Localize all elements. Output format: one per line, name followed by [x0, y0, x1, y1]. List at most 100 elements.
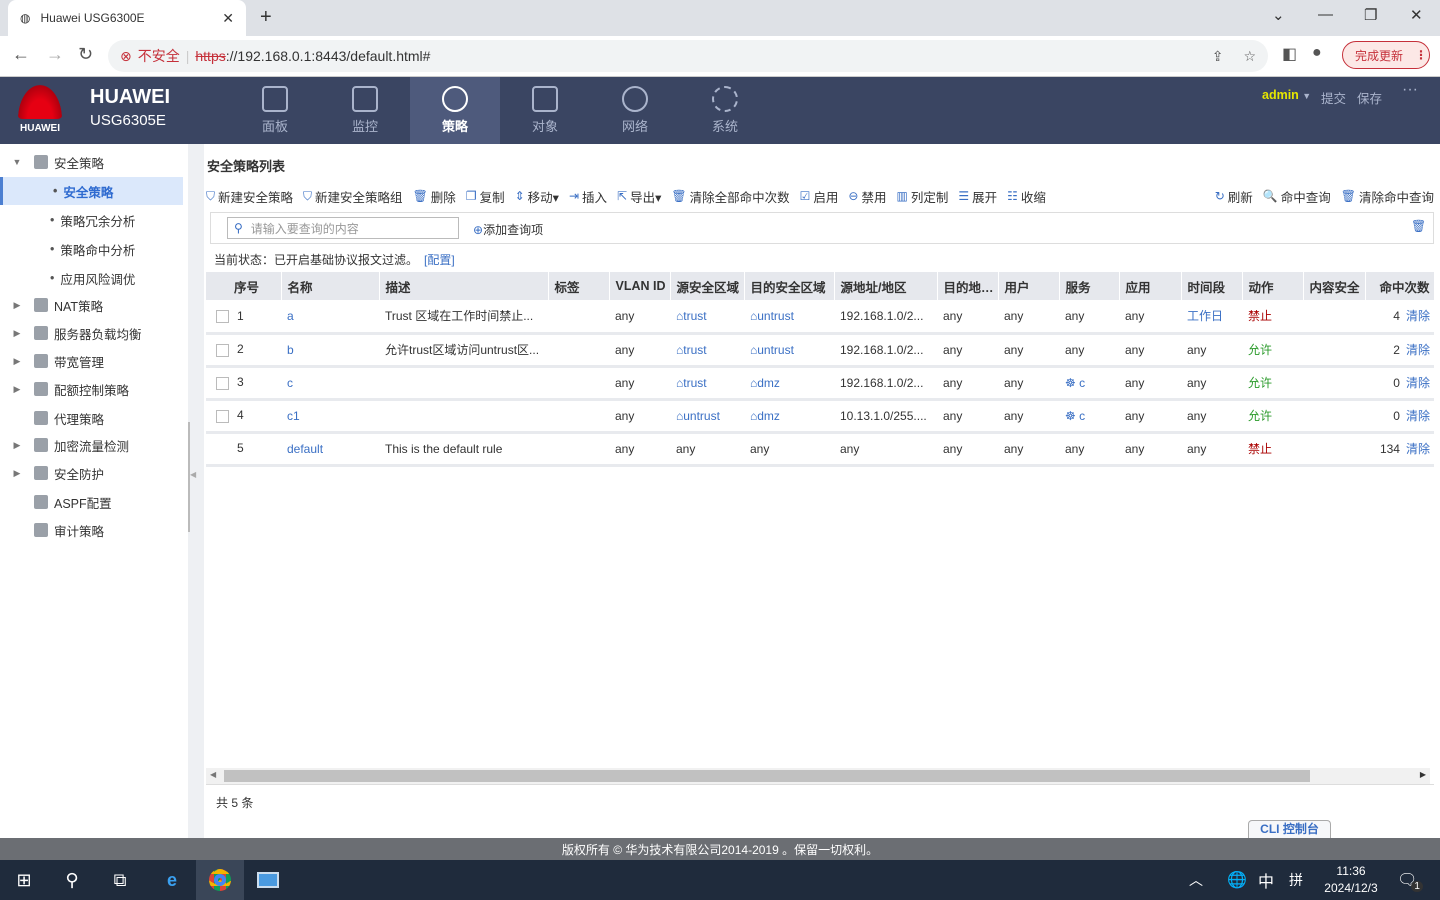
url-field[interactable]: ⊗ 不安全 | https://192.168.0.1:8443/default…	[108, 40, 1268, 72]
toolbar-button[interactable]: ☰ 展开	[958, 187, 997, 206]
sidebar-item[interactable]: ▶ 加密流量检测	[0, 431, 183, 459]
caret-right-icon[interactable]: ▶	[13, 467, 21, 478]
column-header[interactable]: 名称	[281, 272, 380, 300]
reload-icon[interactable]: ↻	[78, 44, 94, 64]
ime-pinyin[interactable]: 拼	[1289, 872, 1303, 888]
network-icon[interactable]: 🌐	[1227, 872, 1247, 889]
toolbar-button[interactable]: 🗑 删除	[413, 187, 456, 206]
toolbar-button[interactable]: ▥ 列定制	[896, 187, 948, 206]
tab-system[interactable]: 系统	[680, 77, 770, 144]
sidebar-splitter[interactable]: ◀	[188, 144, 204, 838]
sidebar-item[interactable]: ▶ NAT策略	[0, 291, 183, 319]
update-button[interactable]: 完成更新 ⋮	[1342, 41, 1430, 69]
name-value[interactable]: b	[287, 342, 294, 357]
name-value[interactable]: default	[287, 441, 324, 456]
column-header[interactable]: 源安全区域	[670, 272, 745, 300]
star-icon[interactable]: ☆	[1243, 47, 1256, 64]
column-header[interactable]: 用户	[998, 272, 1060, 300]
column-header[interactable]: 内容安全	[1303, 272, 1366, 300]
scroll-right-icon[interactable]: ▶	[1419, 770, 1426, 779]
tray-expand-icon[interactable]: ︿	[1189, 872, 1203, 888]
clear-hits-link[interactable]: 清除	[1405, 376, 1430, 390]
close-window-button[interactable]: ✕	[1410, 7, 1423, 24]
tab-object[interactable]: 对象	[500, 77, 590, 144]
toolbar-button[interactable]: ⛉ 新建安全策略组	[303, 187, 403, 206]
sidebar-item[interactable]: 策略冗余分析	[0, 206, 183, 234]
table-row[interactable]: 5 default This is the default rule any any an…	[206, 432, 1434, 467]
caret-right-icon[interactable]: ▶	[13, 327, 21, 338]
forward-icon[interactable]: →	[46, 44, 64, 64]
column-header[interactable]: 服务	[1059, 272, 1120, 300]
user-menu[interactable]: admin ▼	[1262, 88, 1311, 102]
toolbar-button[interactable]: ⇱ 导出▾	[617, 187, 661, 206]
column-header[interactable]: 时间段	[1181, 272, 1243, 300]
side-panel-icon[interactable]: ◧	[1282, 46, 1298, 63]
browser-tab[interactable]: ◍ Huawei USG6300E ✕	[8, 0, 246, 36]
tab-network[interactable]: 网络	[590, 77, 680, 144]
toolbar-button[interactable]: ⇕ 移动▾	[515, 187, 559, 206]
toolbar-button[interactable]: ⇥ 插入	[569, 187, 607, 206]
column-header[interactable]: VLAN ID	[609, 272, 671, 300]
submit-button[interactable]: 提交	[1321, 92, 1347, 106]
collapse-arrow-icon[interactable]: ◀	[190, 470, 197, 479]
configure-link[interactable]: [配置]	[424, 253, 455, 267]
restore-button[interactable]: ❐	[1364, 7, 1378, 24]
toolbar-button[interactable]: 🗑 清除命中查询	[1341, 187, 1434, 206]
table-row[interactable]: 4 c1 any ⌂untrust ⌂dmz 10.13.1.0/255.... any an…	[206, 399, 1434, 434]
caret-right-icon[interactable]: ▶	[13, 299, 21, 310]
toolbar-button[interactable]: ☑ 启用	[800, 187, 839, 206]
search-icon[interactable]: ⚲	[65, 869, 79, 890]
scroll-left-icon[interactable]: ◀	[210, 770, 217, 779]
sidebar-item[interactable]: ▼ 安全策略	[0, 148, 183, 176]
clear-hits-link[interactable]: 清除	[1405, 409, 1430, 423]
row-checkbox[interactable]	[216, 309, 229, 323]
share-icon[interactable]: ⇪	[1211, 47, 1224, 64]
toolbar-button[interactable]: 🔍 命中查询	[1263, 187, 1331, 206]
clock[interactable]: 11:36 2024/12/3	[1318, 863, 1384, 897]
column-header[interactable]: 命中次数	[1365, 272, 1435, 300]
clear-hits-link[interactable]: 清除	[1405, 309, 1430, 324]
column-header[interactable]: 动作	[1242, 272, 1304, 300]
toolbar-button[interactable]: ❐ 复制	[466, 187, 505, 206]
sidebar-item[interactable]: ▶ 服务器负载均衡	[0, 319, 183, 347]
row-checkbox[interactable]	[216, 343, 229, 357]
clear-query-icon[interactable]: 🗑	[1411, 219, 1427, 233]
tab-dashboard[interactable]: 面板	[230, 77, 320, 144]
column-header[interactable]: 应用	[1119, 272, 1182, 300]
column-header[interactable]: 描述	[379, 272, 549, 300]
cli-console-button[interactable]: CLI 控制台	[1248, 820, 1331, 838]
add-query-button[interactable]: ⊕添加查询项	[473, 221, 543, 238]
caret-right-icon[interactable]: ▶	[13, 439, 21, 450]
sidebar-item[interactable]: 审计策略	[0, 516, 183, 544]
search-input[interactable]: ⚲ 请输入要查询的内容	[227, 217, 459, 239]
horizontal-scrollbar[interactable]: ◀ ▶	[206, 768, 1430, 784]
name-value[interactable]: c	[287, 375, 293, 390]
sidebar-item[interactable]: 应用风险调优	[0, 264, 183, 292]
ime-mode[interactable]: 中	[1257, 874, 1274, 891]
ie-icon[interactable]: e	[166, 869, 177, 890]
profile-avatar[interactable]: ●	[1312, 44, 1322, 61]
sidebar-item[interactable]: ASPF配置	[0, 488, 183, 516]
sidebar-item[interactable]: ▶ 安全防护	[0, 459, 183, 487]
sidebar-item[interactable]: 代理策略	[0, 404, 183, 432]
close-tab-icon[interactable]: ✕	[222, 9, 234, 26]
sidebar-item[interactable]: 策略命中分析	[0, 235, 183, 263]
row-checkbox[interactable]	[216, 376, 229, 390]
column-header[interactable]: 标签	[548, 272, 610, 300]
tab-monitor[interactable]: 监控	[320, 77, 410, 144]
toolbar-button[interactable]: ⊖ 禁用	[848, 187, 886, 206]
windows-start-icon[interactable]: ⊞	[16, 869, 32, 890]
toolbar-button[interactable]: ↻ 刷新	[1215, 187, 1253, 206]
name-value[interactable]: c1	[287, 408, 300, 423]
sidebar-item[interactable]: ▶ 配额控制策略	[0, 375, 183, 403]
toolbar-button[interactable]: 🗑 清除全部命中次数	[671, 187, 789, 206]
tab-policy[interactable]: 策略	[410, 77, 500, 144]
column-header[interactable]: 目的安全区域	[744, 272, 835, 300]
column-header[interactable]: 目的地…	[937, 272, 999, 300]
back-icon[interactable]: ←	[12, 44, 30, 64]
clear-hits-link[interactable]: 清除	[1405, 442, 1430, 456]
insecure-label[interactable]: 不安全	[137, 48, 180, 64]
notification-icon[interactable]: 🗨 1	[1386, 860, 1434, 900]
app-window-icon[interactable]	[244, 860, 292, 900]
sidebar-item[interactable]: ▶ 带宽管理	[0, 347, 183, 375]
